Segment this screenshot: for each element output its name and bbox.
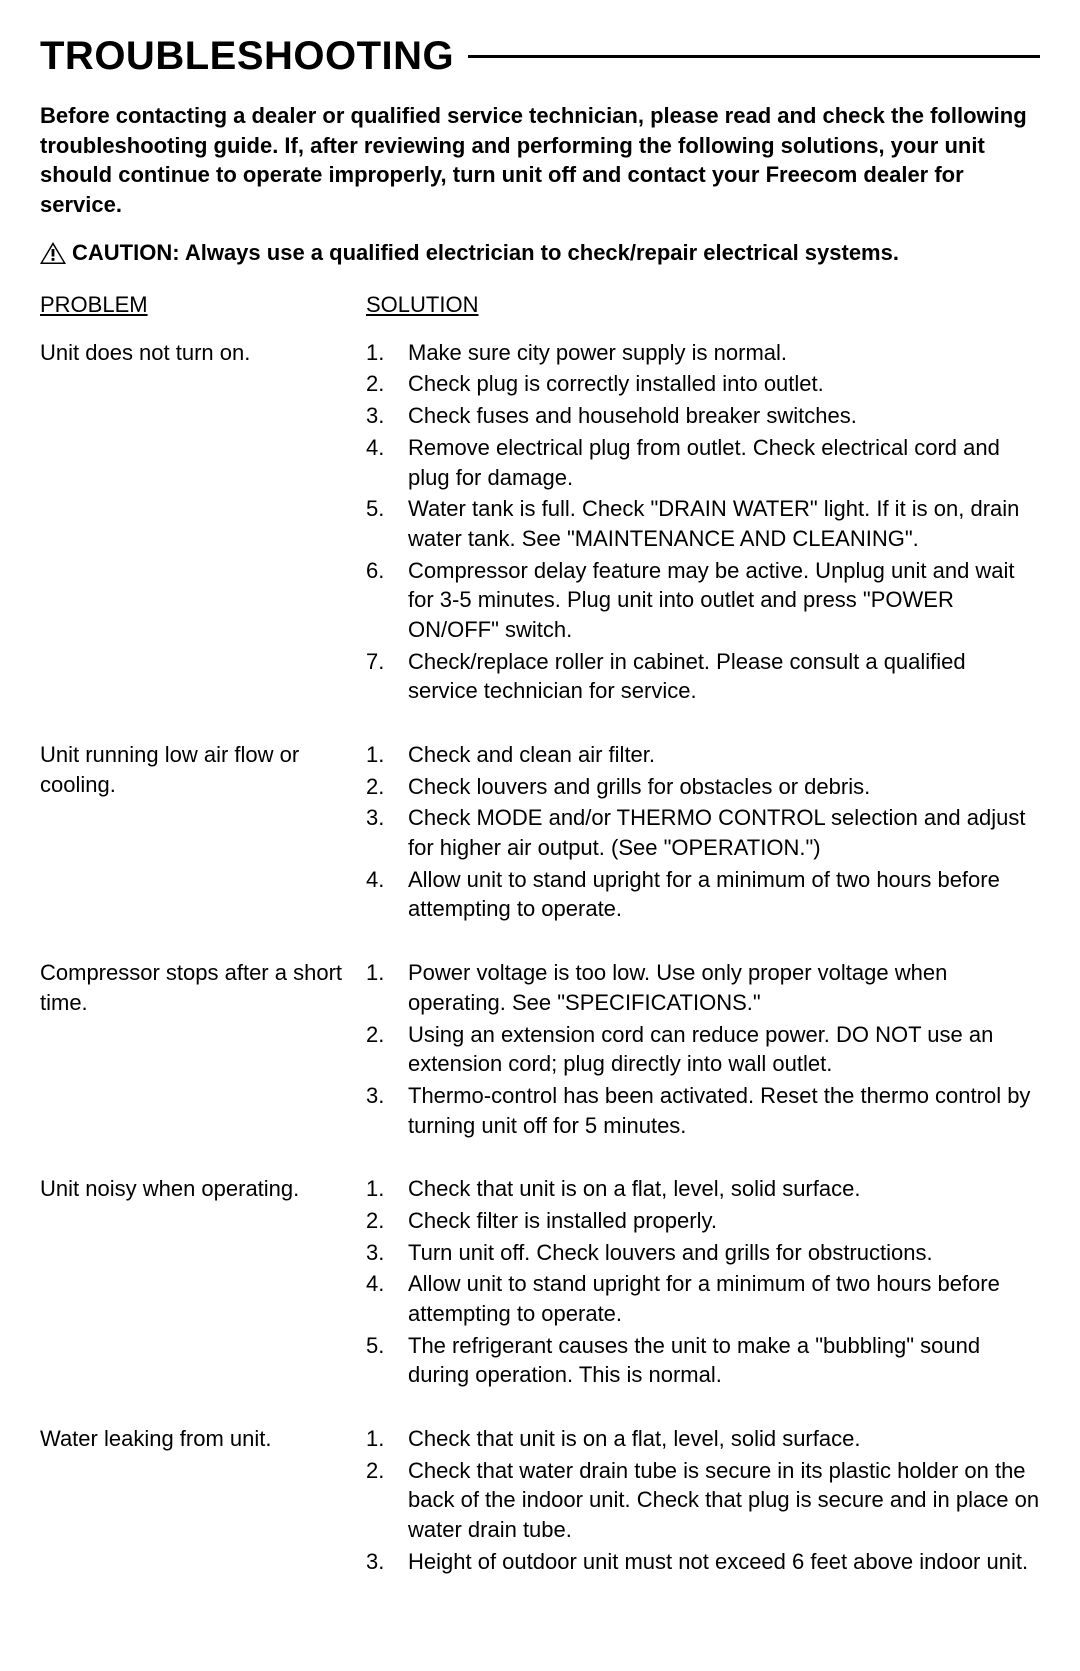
title-row: TROUBLESHOOTING bbox=[40, 34, 1040, 79]
table-row: Unit noisy when operating. Check that uni… bbox=[40, 1174, 1040, 1392]
table-row: Unit does not turn on. Make sure city pow… bbox=[40, 338, 1040, 708]
caution-row: CAUTION: Always use a qualified electric… bbox=[40, 240, 1040, 266]
solution-item: Check/replace roller in cabinet. Please … bbox=[366, 647, 1040, 706]
solution-list: Make sure city power supply is normal.Ch… bbox=[366, 338, 1040, 706]
title-rule bbox=[468, 55, 1040, 58]
problem-header: PROBLEM bbox=[40, 292, 148, 317]
solution-item: Water tank is full. Check "DRAIN WATER" … bbox=[366, 494, 1040, 553]
solution-item: Turn unit off. Check louvers and grills … bbox=[366, 1238, 1040, 1268]
solution-text: Check fuses and household breaker switch… bbox=[408, 401, 1040, 431]
solution-item: Check louvers and grills for obstacles o… bbox=[366, 772, 1040, 802]
table-row: Unit running low air flow or cooling. Che… bbox=[40, 740, 1040, 926]
solution-item: Compressor delay feature may be active. … bbox=[366, 556, 1040, 645]
solution-text: Thermo-control has been activated. Reset… bbox=[408, 1081, 1040, 1140]
caution-text: CAUTION: Always use a qualified electric… bbox=[72, 240, 899, 266]
solution-item: Check plug is correctly installed into o… bbox=[366, 369, 1040, 399]
solution-text: Height of outdoor unit must not exceed 6… bbox=[408, 1547, 1040, 1577]
solution-list: Check and clean air filter.Check louvers… bbox=[366, 740, 1040, 924]
column-headers: PROBLEM SOLUTION bbox=[40, 292, 1040, 318]
solution-text: Check MODE and/or THERMO CONTROL selecti… bbox=[408, 803, 1040, 862]
solution-item: Check that unit is on a flat, level, sol… bbox=[366, 1174, 1040, 1204]
solution-item: Check filter is installed properly. bbox=[366, 1206, 1040, 1236]
solution-list: Power voltage is too low. Use only prope… bbox=[366, 958, 1040, 1140]
solution-text: Compressor delay feature may be active. … bbox=[408, 556, 1040, 645]
solution-text: Check that unit is on a flat, level, sol… bbox=[408, 1424, 1040, 1454]
caution-icon bbox=[40, 242, 66, 264]
intro-paragraph: Before contacting a dealer or qualified … bbox=[40, 101, 1040, 220]
solution-header: SOLUTION bbox=[366, 292, 478, 317]
solution-item: Allow unit to stand upright for a minimu… bbox=[366, 1269, 1040, 1328]
problem-text: Compressor stops after a short time. bbox=[40, 958, 346, 1017]
table-row: Compressor stops after a short time. Powe… bbox=[40, 958, 1040, 1142]
solution-text: Make sure city power supply is normal. bbox=[408, 338, 1040, 368]
page-title: TROUBLESHOOTING bbox=[40, 34, 454, 79]
solution-item: Remove electrical plug from outlet. Chec… bbox=[366, 433, 1040, 492]
solution-text: Allow unit to stand upright for a minimu… bbox=[408, 1269, 1040, 1328]
solution-item: Make sure city power supply is normal. bbox=[366, 338, 1040, 368]
solution-item: Thermo-control has been activated. Reset… bbox=[366, 1081, 1040, 1140]
solution-item: Height of outdoor unit must not exceed 6… bbox=[366, 1547, 1040, 1577]
solution-item: Check that unit is on a flat, level, sol… bbox=[366, 1424, 1040, 1454]
solution-item: Check MODE and/or THERMO CONTROL selecti… bbox=[366, 803, 1040, 862]
solution-item: Check that water drain tube is secure in… bbox=[366, 1456, 1040, 1545]
problem-text: Unit noisy when operating. bbox=[40, 1174, 346, 1204]
solution-item: Power voltage is too low. Use only prope… bbox=[366, 958, 1040, 1017]
solution-text: Check/replace roller in cabinet. Please … bbox=[408, 647, 1040, 706]
solution-item: Check fuses and household breaker switch… bbox=[366, 401, 1040, 431]
solution-text: Check and clean air filter. bbox=[408, 740, 1040, 770]
problem-text: Water leaking from unit. bbox=[40, 1424, 346, 1454]
solution-text: Check louvers and grills for obstacles o… bbox=[408, 772, 1040, 802]
solution-list: Check that unit is on a flat, level, sol… bbox=[366, 1424, 1040, 1576]
solution-item: Using an extension cord can reduce power… bbox=[366, 1020, 1040, 1079]
troubleshooting-table: Unit does not turn on. Make sure city pow… bbox=[40, 338, 1040, 1579]
solution-text: Check that water drain tube is secure in… bbox=[408, 1456, 1040, 1545]
solution-text: Check that unit is on a flat, level, sol… bbox=[408, 1174, 1040, 1204]
solution-text: Remove electrical plug from outlet. Chec… bbox=[408, 433, 1040, 492]
solution-item: Check and clean air filter. bbox=[366, 740, 1040, 770]
problem-text: Unit running low air flow or cooling. bbox=[40, 740, 346, 799]
solution-item: The refrigerant causes the unit to make … bbox=[366, 1331, 1040, 1390]
solution-text: Check plug is correctly installed into o… bbox=[408, 369, 1040, 399]
table-row: Water leaking from unit. Check that unit … bbox=[40, 1424, 1040, 1578]
solution-text: Allow unit to stand upright for a minimu… bbox=[408, 865, 1040, 924]
solution-list: Check that unit is on a flat, level, sol… bbox=[366, 1174, 1040, 1390]
solution-text: Water tank is full. Check "DRAIN WATER" … bbox=[408, 494, 1040, 553]
solution-text: Turn unit off. Check louvers and grills … bbox=[408, 1238, 1040, 1268]
solution-text: The refrigerant causes the unit to make … bbox=[408, 1331, 1040, 1390]
solution-text: Using an extension cord can reduce power… bbox=[408, 1020, 1040, 1079]
solution-item: Allow unit to stand upright for a minimu… bbox=[366, 865, 1040, 924]
solution-text: Check filter is installed properly. bbox=[408, 1206, 1040, 1236]
problem-text: Unit does not turn on. bbox=[40, 338, 346, 368]
solution-text: Power voltage is too low. Use only prope… bbox=[408, 958, 1040, 1017]
